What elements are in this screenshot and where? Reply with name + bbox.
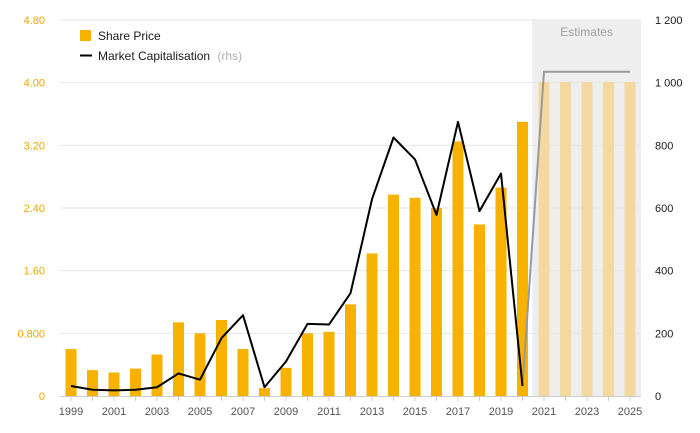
legend-label-market-cap: Market Capitalisation (rhs) xyxy=(98,49,242,63)
grid-lines xyxy=(60,19,641,334)
bar-share-price-2018 xyxy=(474,224,485,396)
axes: 0 0.800 1.60 2.40 3.20 4.00 4.80 0 200 400 600 800 1… xyxy=(17,15,682,418)
x-tick-label: 2009 xyxy=(274,406,298,418)
bar-share-price-2008 xyxy=(259,388,270,396)
x-tick-label: 2001 xyxy=(102,406,126,418)
bar-share-price-2005 xyxy=(194,333,206,396)
legend-label-market-cap-name: Market Capitalisation xyxy=(98,49,210,63)
bar-share-price-1999 xyxy=(65,349,77,396)
market-cap-line-estimate xyxy=(521,70,630,387)
x-tick-label: 2021 xyxy=(532,406,556,418)
bar-share-price-2001 xyxy=(108,372,120,396)
bar-share-price-2021 xyxy=(538,81,550,396)
x-tick-label: 2007 xyxy=(231,406,255,418)
bar-share-price-2006 xyxy=(216,320,227,396)
y-right-tick-label: 0 xyxy=(655,391,661,403)
x-tick-label: 2023 xyxy=(575,406,599,418)
y-left-tick-label: 3.20 xyxy=(24,140,45,152)
bar-share-price-2004 xyxy=(173,322,184,396)
share-price-bars xyxy=(65,81,636,396)
legend-label-share-price: Share Price xyxy=(98,29,161,43)
bar-share-price-2017 xyxy=(452,141,464,396)
bar-share-price-2000 xyxy=(87,370,98,396)
bar-share-price-2015 xyxy=(409,197,421,396)
estimates-label: Estimates xyxy=(560,25,613,39)
bar-share-price-2020 xyxy=(517,121,528,396)
market-cap-line xyxy=(70,70,630,392)
bar-share-price-2023 xyxy=(581,81,593,396)
bar-share-price-2014 xyxy=(388,194,399,396)
y-left-tick-label: 0.800 xyxy=(17,328,45,340)
y-right-tick-label: 800 xyxy=(655,140,673,152)
x-tick-label: 2017 xyxy=(446,406,470,418)
legend: Share Price Market Capitalisation (rhs) xyxy=(80,29,242,63)
market-cap-line-actual xyxy=(70,120,524,392)
y-left-tick-label: 0 xyxy=(39,391,45,403)
x-tick-label: 2003 xyxy=(145,406,169,418)
x-tick-label: 2025 xyxy=(618,406,642,418)
y-right-tick-label: 400 xyxy=(655,266,673,278)
y-left-tick-label: 1.60 xyxy=(24,266,45,278)
bar-share-price-2022 xyxy=(560,81,571,396)
x-tick-label: 2015 xyxy=(403,406,427,418)
y-right-tick-label: 600 xyxy=(655,203,673,215)
y-right-tick-label: 200 xyxy=(655,328,673,340)
x-tick-label: 2013 xyxy=(360,406,384,418)
y-right-tick-label: 1 200 xyxy=(655,15,683,27)
bar-share-price-2009 xyxy=(280,367,292,396)
legend-label-market-cap-suffix: (rhs) xyxy=(217,49,242,63)
bar-share-price-2007 xyxy=(237,349,249,396)
bar-share-price-2012 xyxy=(345,304,356,396)
bar-share-price-2019 xyxy=(495,187,507,396)
bar-share-price-2013 xyxy=(366,253,378,396)
y-left-tick-label: 4.80 xyxy=(24,15,45,27)
bar-share-price-2010 xyxy=(302,333,313,396)
x-tick-label: 2005 xyxy=(188,406,212,418)
y-left-tick-label: 4.00 xyxy=(24,78,45,90)
y-right-tick-label: 1 000 xyxy=(655,78,683,90)
y-left-tick-label: 2.40 xyxy=(24,203,45,215)
x-tick-label: 2019 xyxy=(489,406,513,418)
x-tick-label: 1999 xyxy=(59,406,83,418)
bar-share-price-2011 xyxy=(323,331,335,396)
x-tick-label: 2011 xyxy=(317,406,341,418)
bar-share-price-2024 xyxy=(603,81,614,396)
bar-share-price-2016 xyxy=(431,208,442,396)
bar-share-price-2025 xyxy=(624,81,636,396)
bar-share-price-2003 xyxy=(151,354,163,396)
legend-swatch-share-price xyxy=(80,30,91,41)
bar-share-price-2002 xyxy=(130,368,141,396)
